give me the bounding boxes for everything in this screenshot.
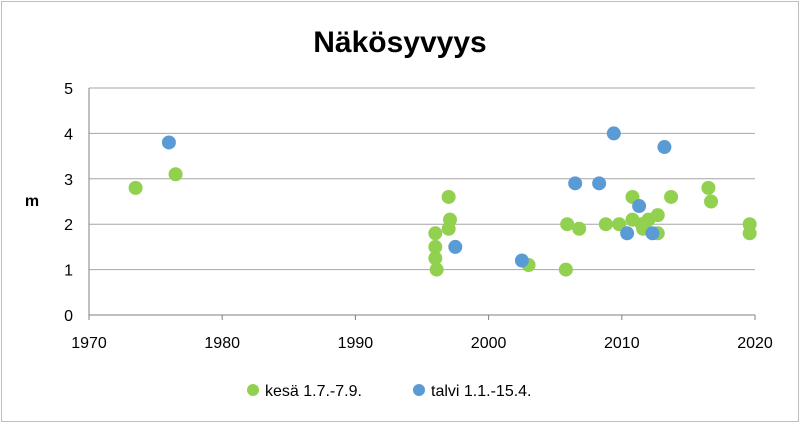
- y-tick-label: 1: [64, 263, 73, 280]
- legend-label: kesä 1.7.-7.9.: [265, 383, 362, 400]
- data-point: [568, 176, 583, 191]
- data-point: [742, 226, 757, 241]
- data-point: [168, 167, 183, 182]
- y-tick-labels: 0 1 2 3 4 5: [64, 81, 73, 325]
- chart-title: Näkösyvyys: [313, 26, 486, 59]
- legend: kesä 1.7.-7.9. talvi 1.1.-15.4.: [247, 383, 532, 400]
- legend-label: talvi 1.1.-15.4.: [431, 383, 532, 400]
- data-point: [572, 221, 587, 236]
- data-point: [428, 251, 443, 266]
- y-tick-label: 5: [64, 81, 73, 98]
- x-tick-label: 1990: [338, 335, 374, 352]
- data-point: [441, 221, 456, 236]
- data-point: [645, 226, 660, 241]
- data-point: [428, 226, 443, 241]
- data-point: [592, 176, 607, 191]
- data-point: [441, 189, 456, 204]
- data-point: [657, 140, 672, 155]
- data-point: [514, 253, 529, 268]
- data-point: [632, 199, 647, 214]
- data-point: [429, 262, 444, 277]
- x-tick-labels: 1970 1980 1990 2000 2010 2020: [71, 335, 773, 352]
- data-point: [560, 217, 575, 232]
- data-point: [598, 217, 613, 232]
- x-tick-label: 2010: [604, 335, 640, 352]
- data-point: [448, 239, 463, 254]
- axes: [88, 88, 756, 320]
- data-point: [128, 180, 143, 195]
- x-tick-label: 2020: [737, 335, 773, 352]
- gridlines: [89, 87, 755, 271]
- x-tick-label: 2000: [471, 335, 507, 352]
- legend-marker: [413, 384, 425, 396]
- data-point: [161, 135, 176, 150]
- x-tick-label: 1970: [71, 335, 107, 352]
- data-points: [128, 126, 757, 277]
- data-point: [664, 189, 679, 204]
- data-point: [606, 126, 621, 141]
- x-tick-label: 1980: [204, 335, 240, 352]
- data-point: [428, 239, 443, 254]
- series-1: [161, 126, 672, 268]
- y-tick-label: 3: [64, 172, 73, 189]
- legend-marker: [247, 384, 259, 396]
- data-point: [558, 262, 573, 277]
- data-point: [650, 208, 665, 223]
- data-point: [612, 217, 627, 232]
- y-tick-label: 4: [64, 126, 73, 143]
- data-point: [620, 226, 635, 241]
- series-0: [128, 167, 757, 277]
- y-tick-label: 2: [64, 217, 73, 234]
- data-point: [701, 180, 716, 195]
- y-tick-label: 0: [64, 308, 73, 325]
- y-axis-label: m: [25, 193, 39, 210]
- data-point: [704, 194, 719, 209]
